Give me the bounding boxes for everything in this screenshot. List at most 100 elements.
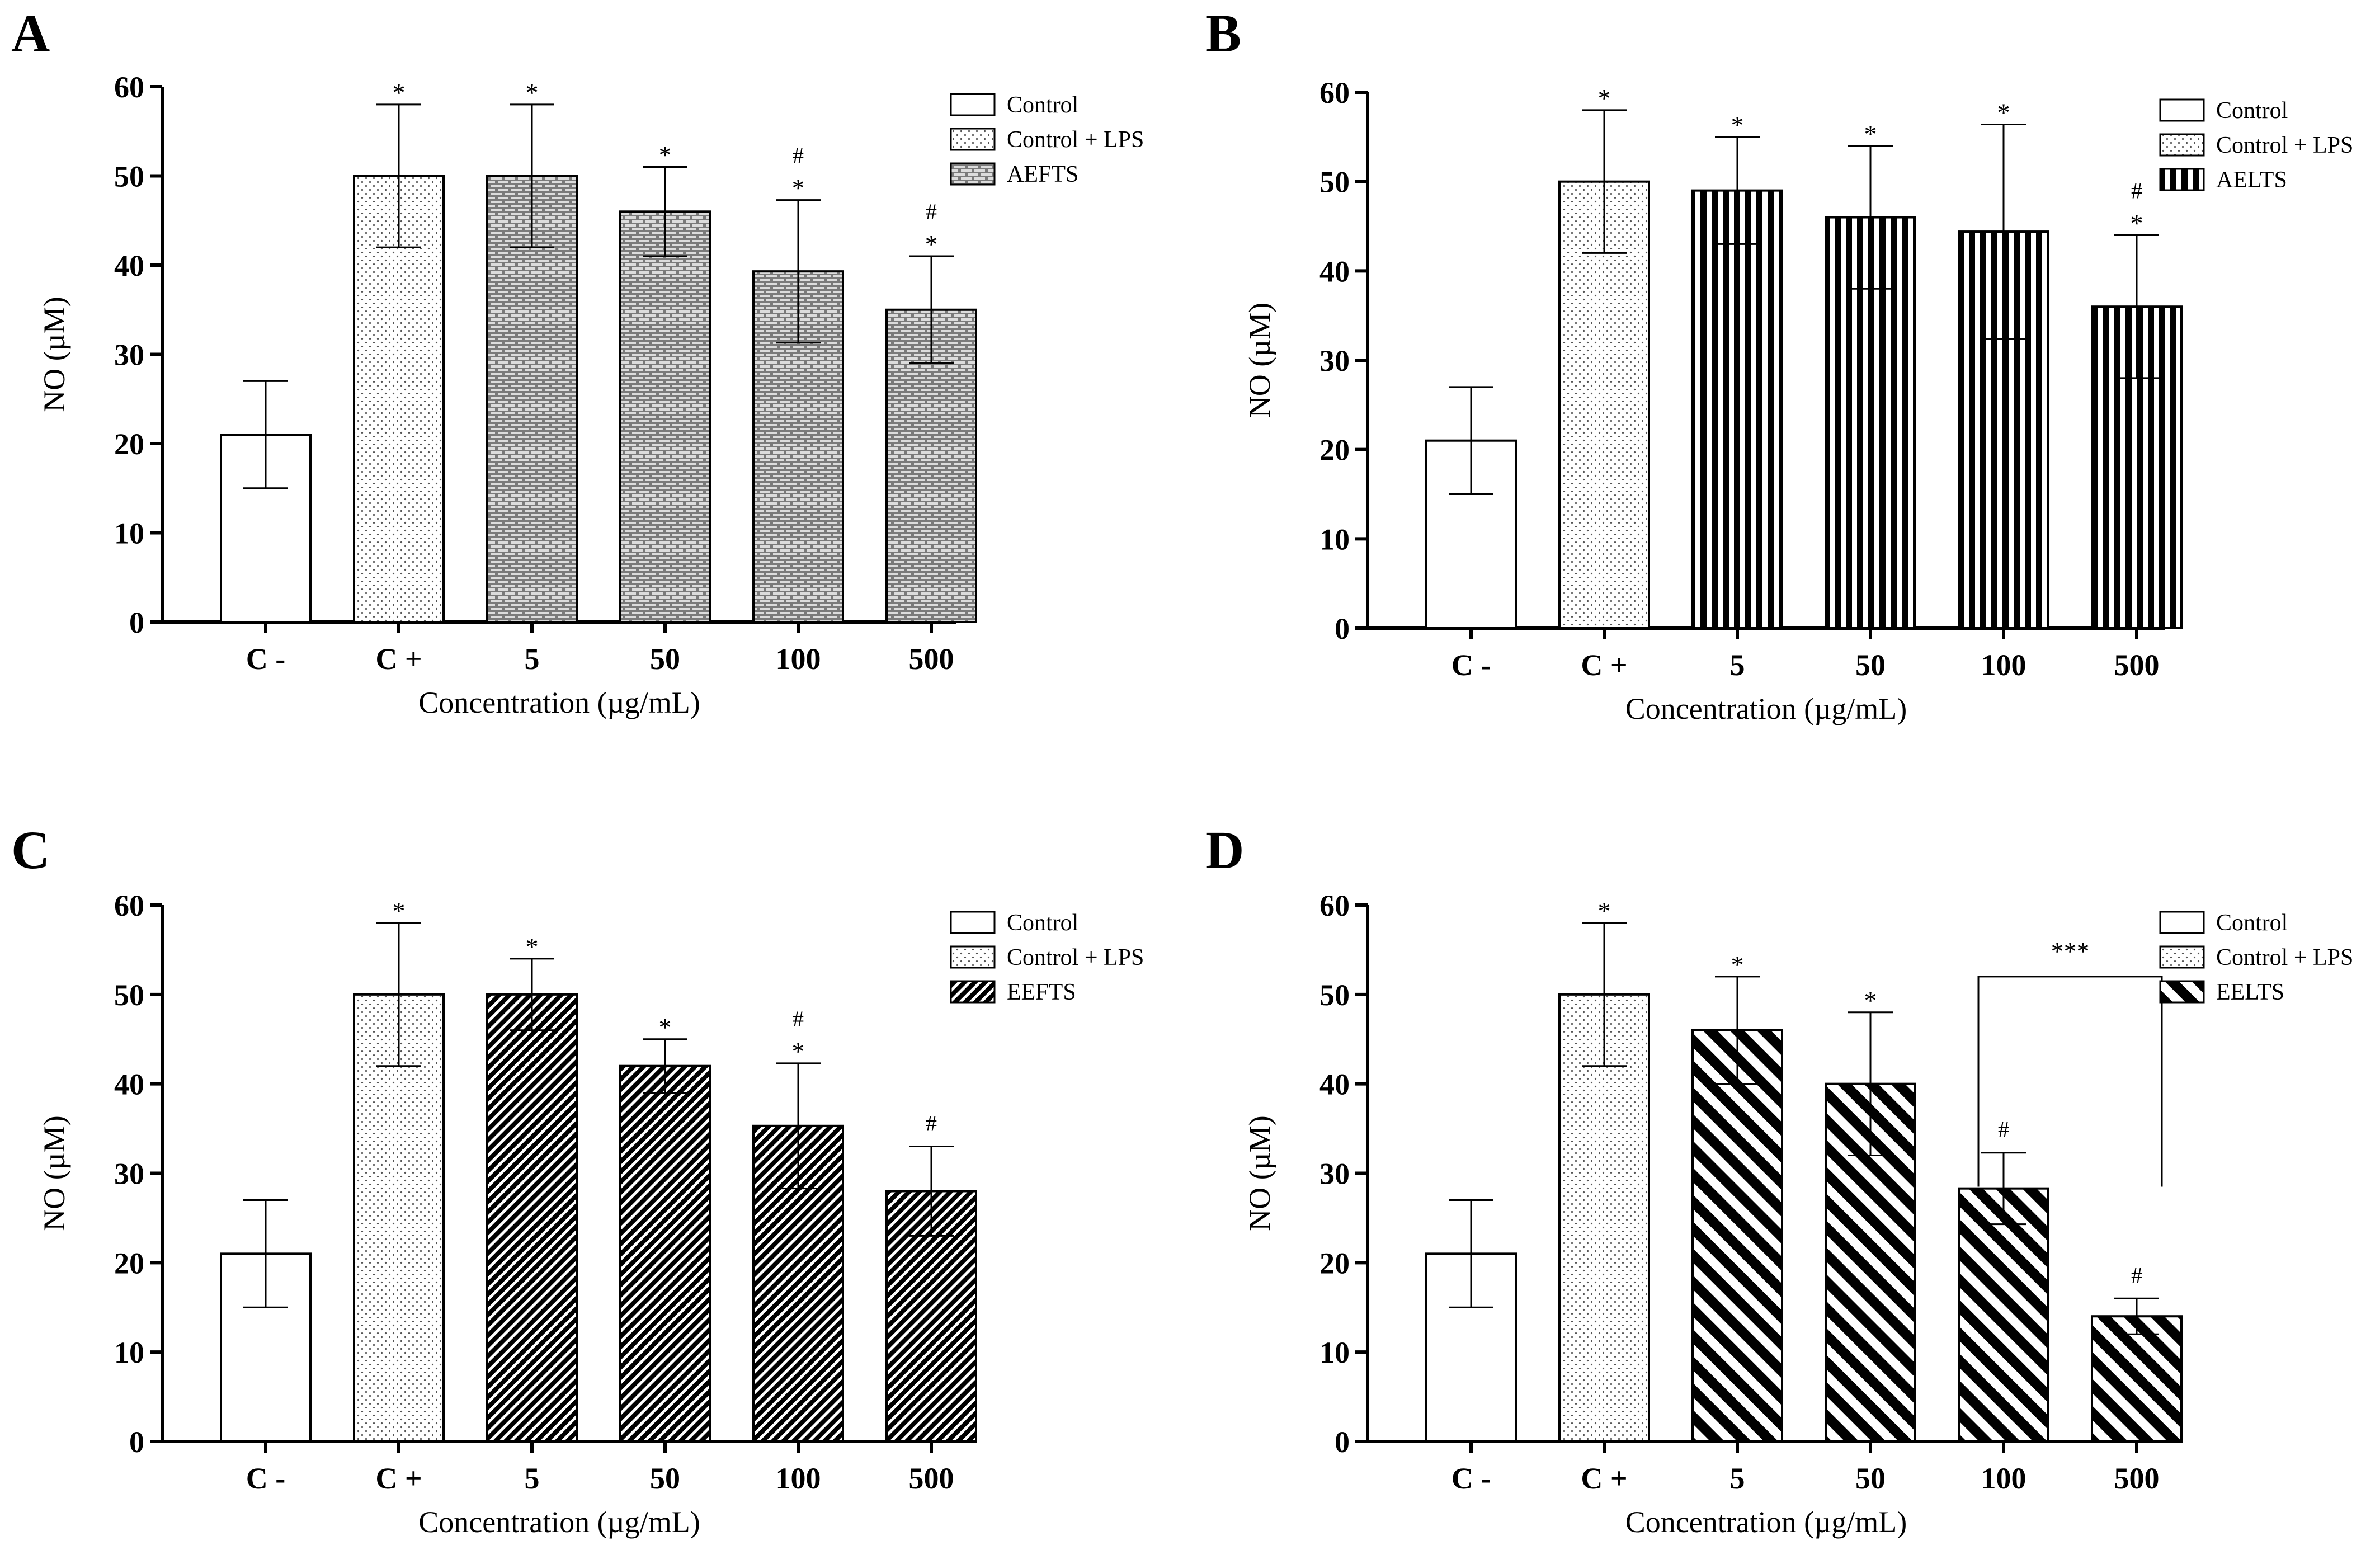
panel-D: D 0 10 20 30 40 50 60 NO (µM) Concentration (µg/m… — [1205, 820, 2353, 1539]
x-tick-label: 50 — [1855, 1462, 1886, 1495]
y-tick-label: 60 — [114, 889, 144, 922]
y-tick-label: 40 — [1319, 1068, 1350, 1101]
significance-hash: # — [793, 1006, 804, 1031]
x-axis-title: Concentration (µg/mL) — [418, 1505, 700, 1539]
significance-star: * — [1864, 986, 1877, 1015]
significance-star: * — [1598, 84, 1611, 112]
legend-label: Control + LPS — [2216, 133, 2353, 158]
legend-swatch — [950, 128, 996, 151]
y-tick-label: 40 — [114, 1068, 144, 1101]
significance-star: * — [393, 78, 406, 107]
panel-C: C 0 10 20 30 40 50 60 NO (µM) Concentration (µg/m… — [11, 820, 1144, 1539]
y-tick-label: 10 — [114, 517, 144, 550]
y-tick-label: 10 — [114, 1336, 144, 1369]
bar[interactable] — [486, 993, 578, 1443]
bracket-label: *** — [2051, 937, 2090, 965]
y-tick-label: 60 — [114, 70, 144, 104]
legend: Control Control + LPS AEFTS — [950, 92, 1144, 187]
legend-label: EEFTS — [1007, 979, 1076, 1005]
legend-swatch — [950, 911, 996, 934]
y-tick-label: 20 — [1319, 434, 1350, 467]
legend-label: EELTS — [2216, 979, 2284, 1005]
x-tick-label: 5 — [1730, 648, 1745, 682]
x-tick-label: 5 — [1730, 1462, 1745, 1495]
legend-label: Control — [1007, 910, 1078, 936]
legend: Control Control + LPS EEFTS — [950, 910, 1144, 1005]
y-tick-label: 30 — [114, 1157, 144, 1191]
significance-star: * — [659, 141, 672, 169]
panel-letter: A — [11, 3, 50, 63]
legend-swatch — [2159, 911, 2205, 934]
legend-label: Control — [2216, 910, 2288, 936]
x-tick-label: 100 — [1981, 648, 2026, 682]
panel-letter: D — [1205, 820, 1244, 880]
x-tick-label: 5 — [525, 1462, 540, 1495]
significance-hash: # — [2131, 178, 2142, 203]
significance-star: * — [1731, 111, 1744, 139]
y-tick-label: 40 — [114, 249, 144, 282]
bar[interactable] — [353, 175, 445, 623]
x-tick-label: 100 — [776, 642, 821, 676]
legend: Control Control + LPS AELTS — [2159, 98, 2353, 193]
y-axis-title: NO (µM) — [1243, 1115, 1276, 1231]
y-tick-label: 40 — [1319, 255, 1350, 288]
x-tick-label: 500 — [909, 1462, 954, 1495]
legend-label: Control — [2216, 98, 2288, 124]
y-tick-label: 50 — [114, 160, 144, 194]
y-tick-label: 20 — [114, 427, 144, 461]
bar[interactable] — [619, 210, 711, 623]
legend-swatch — [950, 162, 996, 186]
y-tick-label: 30 — [1319, 344, 1350, 378]
bar[interactable] — [1691, 189, 1783, 629]
legend-label: AELTS — [2216, 167, 2287, 193]
x-tick-label: 5 — [525, 642, 540, 676]
x-tick-label: C + — [1581, 648, 1627, 682]
legend-swatch — [950, 980, 996, 1004]
y-tick-label: 50 — [1319, 166, 1350, 199]
significance-star: * — [792, 174, 805, 202]
bar[interactable] — [619, 1064, 711, 1443]
significance-star: * — [526, 78, 539, 107]
x-tick-label: 50 — [650, 1462, 680, 1495]
x-axis-title: Concentration (µg/mL) — [418, 686, 700, 719]
significance-star: * — [393, 897, 406, 925]
y-axis-title: NO (µM) — [37, 296, 71, 412]
x-tick-label: 50 — [1855, 648, 1886, 682]
significance-star: * — [526, 932, 539, 961]
y-tick-label: 60 — [1319, 76, 1350, 110]
legend-swatch — [2159, 98, 2205, 122]
significance-star: * — [2131, 209, 2143, 237]
x-tick-label: 500 — [2114, 1462, 2160, 1495]
legend-swatch — [2159, 133, 2205, 157]
legend-label: Control + LPS — [2216, 945, 2353, 970]
legend-swatch — [950, 93, 996, 116]
significance-hash: # — [926, 1111, 937, 1136]
legend-label: Control — [1007, 92, 1078, 118]
x-tick-label: 100 — [776, 1462, 821, 1495]
x-axis-title: Concentration (µg/mL) — [1625, 692, 1907, 725]
y-tick-label: 0 — [1335, 612, 1350, 646]
x-tick-label: C + — [375, 1462, 422, 1495]
bar[interactable] — [1958, 1187, 2049, 1443]
y-tick-label: 10 — [1319, 1336, 1350, 1369]
x-tick-label: C - — [1451, 1462, 1491, 1495]
significance-bracket — [1977, 976, 2163, 1187]
bar[interactable] — [2091, 1315, 2183, 1443]
significance-star: * — [925, 230, 938, 258]
y-tick-label: 10 — [1319, 522, 1350, 556]
y-axis-title: NO (µM) — [1243, 303, 1276, 418]
x-tick-label: 100 — [1981, 1462, 2026, 1495]
y-tick-label: 60 — [1319, 889, 1350, 922]
y-tick-label: 20 — [114, 1246, 144, 1280]
panel-letter: C — [11, 820, 50, 880]
legend-swatch — [2159, 945, 2205, 969]
significance-hash: # — [2131, 1262, 2142, 1288]
bar[interactable] — [1558, 993, 1650, 1443]
x-tick-label: C - — [246, 1462, 285, 1495]
y-axis-title: NO (µM) — [37, 1115, 71, 1231]
significance-star: * — [1731, 950, 1744, 979]
y-tick-label: 30 — [1319, 1157, 1350, 1191]
y-tick-label: 0 — [129, 606, 144, 639]
bar[interactable] — [1691, 1029, 1783, 1443]
y-tick-label: 0 — [1335, 1425, 1350, 1459]
